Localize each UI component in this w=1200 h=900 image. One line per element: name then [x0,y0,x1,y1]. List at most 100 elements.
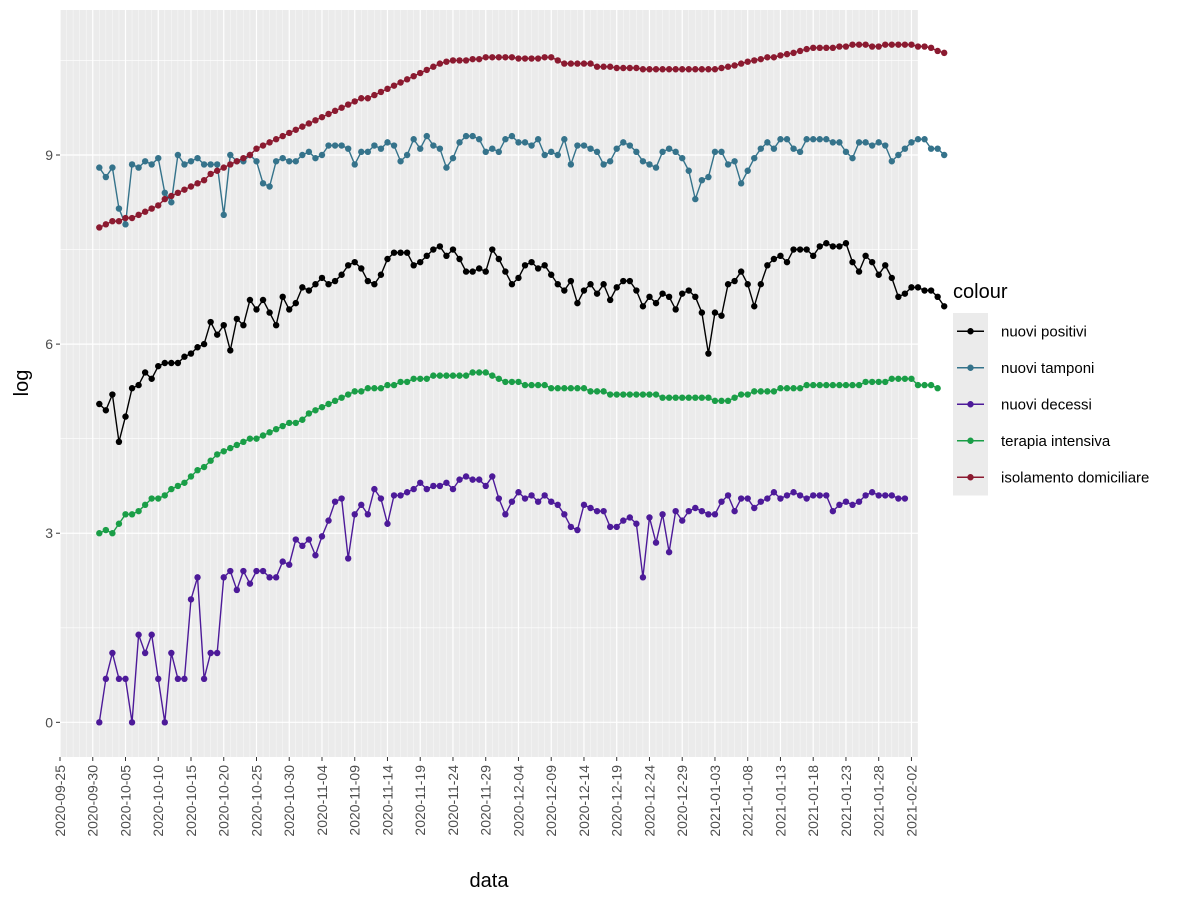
data-point [266,309,273,316]
data-point [449,57,457,64]
data-point [705,173,712,181]
data-point [508,132,516,140]
data-point [862,139,869,146]
data-point [515,489,522,496]
data-point [521,262,529,269]
data-point [502,54,509,61]
data-point [436,372,444,379]
data-point [331,277,339,285]
x-tick-label: 2020-11-14 [379,765,395,836]
data-point [698,507,706,515]
data-point [521,381,529,389]
data-point [220,211,227,219]
data-point [430,372,437,379]
data-point [148,631,155,638]
data-point [927,381,935,389]
data-point [803,45,810,53]
data-point [187,183,195,190]
data-point [331,397,339,405]
data-point [390,492,398,499]
data-point [810,44,817,52]
data-point [810,492,817,499]
data-point [652,539,660,546]
legend-key-point [967,328,974,335]
data-point [338,142,345,149]
y-axis-title: log [11,370,33,397]
data-point [528,381,535,389]
data-point [495,255,503,263]
data-point [96,530,103,537]
legend: colour nuovi positivi nuovi tamponi nuovi … [953,281,1149,496]
data-point [482,148,489,156]
data-point [168,359,175,367]
data-point [606,296,614,304]
data-point [135,164,142,171]
data-point [534,136,542,143]
data-point [836,43,843,50]
legend-label: terapia intensiva [1001,433,1111,450]
data-point [266,574,273,581]
data-point [829,139,837,146]
data-point [633,64,640,72]
data-point [521,139,529,146]
x-tick-label: 2020-12-09 [543,765,559,837]
data-point [508,378,516,386]
data-point [561,287,568,294]
x-tick-label: 2020-10-15 [183,765,199,837]
data-point [646,161,653,168]
data-point [417,375,424,382]
data-point [115,438,123,446]
data-point [410,375,417,382]
data-point [325,142,332,149]
data-point [338,495,345,502]
data-point [698,394,706,401]
data-point [679,66,686,73]
data-point [868,142,876,149]
data-point [692,66,699,73]
data-point [567,385,575,392]
data-point [109,164,116,171]
data-point [868,489,876,496]
data-point [351,388,358,395]
data-point [122,675,129,683]
data-point [482,268,489,275]
data-point [777,52,784,59]
data-point [227,347,234,354]
data-point [390,142,398,149]
y-tick-label: 9 [45,147,53,163]
data-point [279,132,286,140]
data-point [868,258,876,266]
data-point [633,520,640,527]
data-point [115,520,123,527]
data-point [849,381,856,389]
data-point [449,246,457,253]
series-layer [96,41,948,726]
data-point [613,145,620,152]
data-point [456,57,463,64]
data-point [751,303,758,310]
data-point [777,252,784,260]
data-point [194,344,201,351]
data-point [593,63,601,70]
data-point [901,290,909,297]
series-line [98,475,905,724]
data-point [515,55,522,62]
data-point [659,290,666,297]
data-point [292,126,299,133]
data-point [554,281,561,288]
data-point [128,214,136,222]
data-point [934,145,941,152]
data-point [600,161,607,168]
data-point [430,142,437,149]
y-tick-label: 6 [45,336,53,352]
data-point [102,407,110,414]
data-point [672,306,679,313]
series-nuovi-positivi [96,240,948,446]
data-point [764,139,771,146]
data-point [587,60,594,67]
data-point [783,492,791,499]
data-point [626,142,634,149]
data-point [135,507,142,515]
data-point [777,136,784,143]
data-point [652,164,660,171]
